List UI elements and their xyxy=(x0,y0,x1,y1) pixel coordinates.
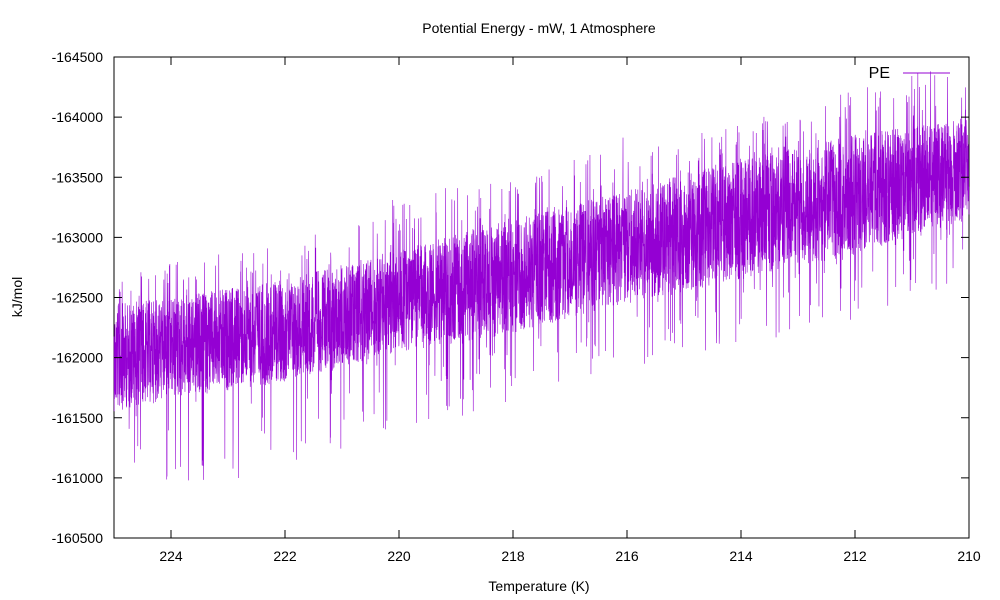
y-tick-label: -161000 xyxy=(52,470,104,486)
x-tick-label: 222 xyxy=(273,548,297,564)
y-axis-title: kJ/mol xyxy=(9,277,25,317)
y-axis: -160500 -161000 -161500 -162000 -162500 -1630… xyxy=(52,49,969,546)
x-axis: 224 222 220 218 216 214 212 210 xyxy=(159,57,981,564)
legend-label: PE xyxy=(869,65,890,82)
y-tick-label: -164000 xyxy=(52,109,104,125)
x-tick-label: 212 xyxy=(843,548,867,564)
x-tick-label: 210 xyxy=(957,548,981,564)
x-tick-label: 220 xyxy=(387,548,411,564)
y-tick-label: -160500 xyxy=(52,530,104,546)
y-tick-label: -162000 xyxy=(52,350,104,366)
x-axis-title: Temperature (K) xyxy=(488,578,589,594)
legend: PE xyxy=(869,65,950,82)
chart-title: Potential Energy - mW, 1 Atmosphere xyxy=(422,20,656,36)
x-tick-label: 218 xyxy=(501,548,525,564)
y-tick-label: -163500 xyxy=(52,169,104,185)
x-tick-label: 216 xyxy=(615,548,639,564)
series-pe-line xyxy=(113,71,970,481)
data-layer xyxy=(113,71,970,481)
y-tick-label: -164500 xyxy=(52,49,104,65)
y-tick-label: -163000 xyxy=(52,229,104,245)
x-tick-label: 214 xyxy=(729,548,753,564)
x-tick-label: 224 xyxy=(159,548,183,564)
y-tick-label: -162500 xyxy=(52,290,104,306)
y-tick-label: -161500 xyxy=(52,410,104,426)
